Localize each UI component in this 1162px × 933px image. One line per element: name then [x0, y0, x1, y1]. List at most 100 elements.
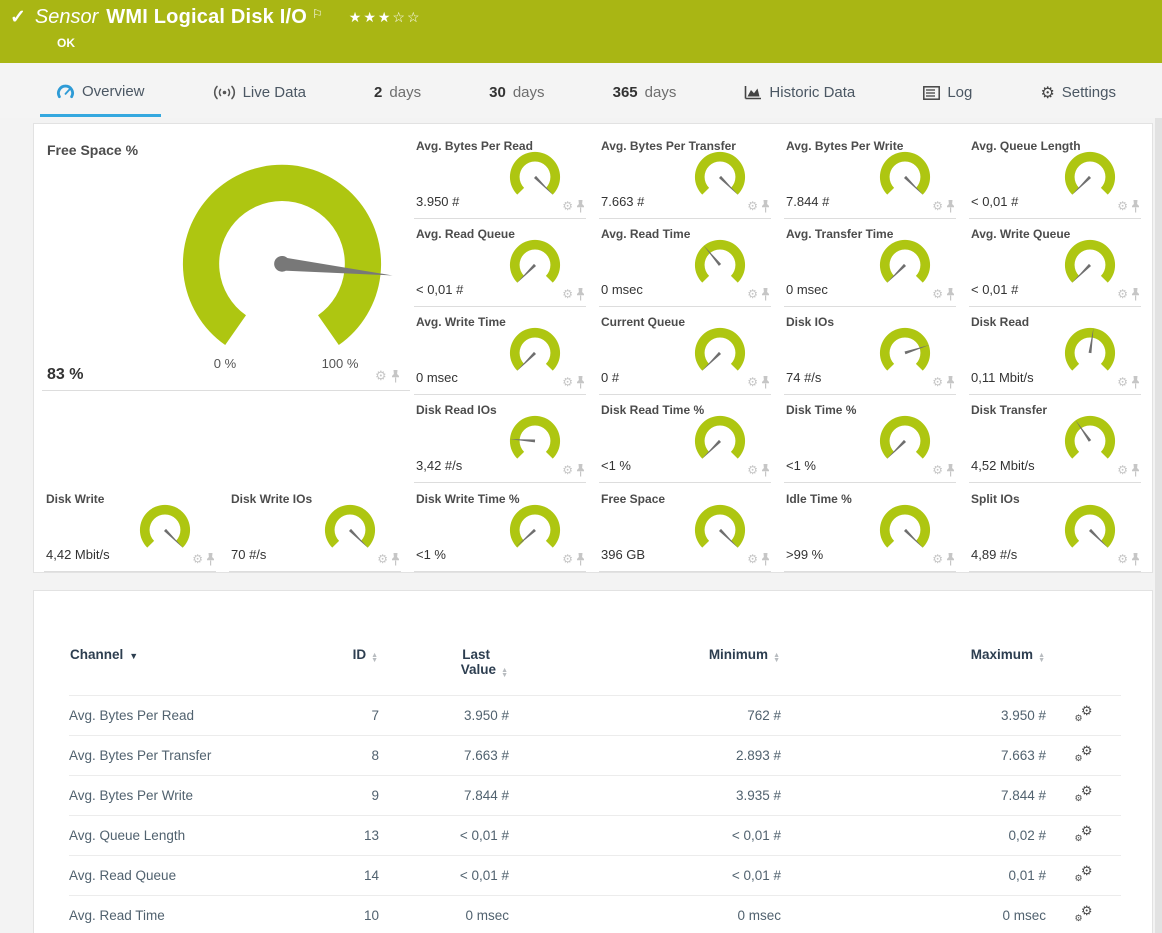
gauge-settings-gear-icon[interactable]: ⚙	[1117, 463, 1128, 477]
gauge-pin-icon[interactable]	[1131, 199, 1140, 213]
tab-log[interactable]: Log	[907, 69, 988, 117]
gauge-value: 7.663 #	[601, 194, 645, 209]
gauge-pin-icon[interactable]	[206, 552, 215, 566]
gauge-card[interactable]: Disk Write Time % <1 % ⚙	[414, 492, 586, 572]
gauge-settings-gear-icon[interactable]: ⚙	[375, 368, 387, 383]
vertical-scrollbar[interactable]	[1155, 118, 1162, 933]
gauge-settings-gear-icon[interactable]: ⚙	[932, 463, 943, 477]
gauge-pin-icon[interactable]	[1131, 287, 1140, 301]
gauge-pin-icon[interactable]	[576, 287, 585, 301]
gauge-pin-icon[interactable]	[946, 287, 955, 301]
gauge-settings-gear-icon[interactable]: ⚙	[747, 199, 758, 213]
gauge-settings-gear-icon[interactable]: ⚙	[1117, 287, 1128, 301]
gauge-pin-icon[interactable]	[761, 463, 770, 477]
gauge-pin-icon[interactable]	[1131, 552, 1140, 566]
gauge-card[interactable]: Idle Time % >99 % ⚙	[784, 492, 956, 572]
channel-settings-gears-icon[interactable]: ⚙ ⚙	[1074, 902, 1093, 923]
gauge-settings-gear-icon[interactable]: ⚙	[747, 463, 758, 477]
column-header-minimum[interactable]: Minimum ▲ ▼	[509, 631, 781, 695]
gauge-settings-gear-icon[interactable]: ⚙	[747, 287, 758, 301]
tab-365-days[interactable]: 365 days	[597, 69, 693, 117]
channel-name-link[interactable]: Avg. Bytes Per Write	[69, 787, 194, 803]
channel-settings-gears-icon[interactable]: ⚙ ⚙	[1074, 862, 1093, 883]
gauge-card[interactable]: Avg. Write Time 0 msec ⚙	[414, 315, 586, 395]
column-header-id[interactable]: ID ▲ ▼	[319, 631, 379, 695]
gauge-pin-icon[interactable]	[576, 463, 585, 477]
channel-name-link[interactable]: Avg. Bytes Per Read	[69, 707, 195, 723]
tab-30-days[interactable]: 30 days	[473, 69, 560, 117]
channel-settings-gears-icon[interactable]: ⚙ ⚙	[1074, 742, 1093, 763]
gauge-pin-icon[interactable]	[946, 375, 955, 389]
gauge-card[interactable]: Avg. Queue Length < 0,01 # ⚙	[969, 139, 1141, 219]
gauge-settings-gear-icon[interactable]: ⚙	[562, 199, 573, 213]
gauge-settings-gear-icon[interactable]: ⚙	[932, 287, 943, 301]
gauge-needle	[516, 263, 537, 283]
gauge-pin-icon[interactable]	[761, 287, 770, 301]
gauge-settings-gear-icon[interactable]: ⚙	[562, 375, 573, 389]
gauge-settings-gear-icon[interactable]: ⚙	[562, 287, 573, 301]
gauge-pin-icon[interactable]	[761, 199, 770, 213]
gauge-card[interactable]: Avg. Bytes Per Read 3.950 # ⚙	[414, 139, 586, 219]
channel-name-link[interactable]: Avg. Queue Length	[69, 827, 186, 843]
gauge-settings-gear-icon[interactable]: ⚙	[1117, 375, 1128, 389]
gauge-pin-icon[interactable]	[391, 552, 400, 566]
gauge-pin-icon[interactable]	[391, 369, 400, 383]
tab-historic-data[interactable]: Historic Data	[728, 69, 871, 117]
gauge-needle	[904, 345, 930, 355]
channel-name-link[interactable]: Avg. Read Time	[69, 907, 165, 923]
gauge-settings-gear-icon[interactable]: ⚙	[1117, 552, 1128, 566]
gauge-pin-icon[interactable]	[576, 375, 585, 389]
gauge-pin-icon[interactable]	[946, 552, 955, 566]
gauge-settings-gear-icon[interactable]: ⚙	[932, 375, 943, 389]
channel-settings-gears-icon[interactable]: ⚙ ⚙	[1074, 702, 1093, 723]
gauge-card[interactable]: Current Queue 0 # ⚙	[599, 315, 771, 395]
gauge-card[interactable]: Disk Read 0,11 Mbit/s ⚙	[969, 315, 1141, 395]
tab-settings[interactable]: ⚙ Settings	[1024, 69, 1132, 117]
column-header-channel[interactable]: Channel ▼	[69, 631, 319, 695]
gauge-card[interactable]: Avg. Write Queue < 0,01 # ⚙	[969, 227, 1141, 307]
gauge-settings-gear-icon[interactable]: ⚙	[1117, 199, 1128, 213]
column-header-last-value[interactable]: Last Value ▲ ▼	[379, 631, 509, 695]
gauge-pin-icon[interactable]	[761, 375, 770, 389]
gauge-card[interactable]: Free Space 396 GB ⚙	[599, 492, 771, 572]
gauge-card[interactable]: Disk Write 4,42 Mbit/s ⚙	[44, 492, 216, 572]
priority-stars[interactable]: ★★★☆☆	[348, 9, 422, 25]
gauge-card[interactable]: Disk Time % <1 % ⚙	[784, 403, 956, 483]
channel-settings-gears-icon[interactable]: ⚙ ⚙	[1074, 782, 1093, 803]
gauge-card[interactable]: Disk Write IOs 70 #/s ⚙	[229, 492, 401, 572]
gauge-settings-gear-icon[interactable]: ⚙	[747, 552, 758, 566]
gauge-card[interactable]: Avg. Bytes Per Transfer 7.663 # ⚙	[599, 139, 771, 219]
gauge-card[interactable]: Avg. Read Time 0 msec ⚙	[599, 227, 771, 307]
gauge-card[interactable]: Disk IOs 74 #/s ⚙	[784, 315, 956, 395]
gauge-settings-gear-icon[interactable]: ⚙	[932, 552, 943, 566]
tab-2-days[interactable]: 2 days	[358, 69, 437, 117]
gauge-settings-gear-icon[interactable]: ⚙	[747, 375, 758, 389]
column-header-maximum[interactable]: Maximum ▲ ▼	[781, 631, 1046, 695]
gauge-card[interactable]: Disk Read Time % <1 % ⚙	[599, 403, 771, 483]
gauge-card[interactable]: Split IOs 4,89 #/s ⚙	[969, 492, 1141, 572]
gauge-card[interactable]: Avg. Transfer Time 0 msec ⚙	[784, 227, 956, 307]
gauge-settings-gear-icon[interactable]: ⚙	[562, 552, 573, 566]
gauge-pin-icon[interactable]	[576, 199, 585, 213]
gauge-settings-gear-icon[interactable]: ⚙	[377, 552, 388, 566]
gauge-pin-icon[interactable]	[576, 552, 585, 566]
gauge-pin-icon[interactable]	[946, 463, 955, 477]
favorite-flag-icon[interactable]: ⚐	[312, 7, 323, 21]
tab-overview[interactable]: Overview	[40, 69, 161, 117]
gauge-card[interactable]: Disk Transfer 4,52 Mbit/s ⚙	[969, 403, 1141, 483]
gauge-settings-gear-icon[interactable]: ⚙	[932, 199, 943, 213]
gauge-pin-icon[interactable]	[1131, 463, 1140, 477]
gauge-card[interactable]: Avg. Read Queue < 0,01 # ⚙	[414, 227, 586, 307]
gauge-settings-gear-icon[interactable]: ⚙	[562, 463, 573, 477]
gauge-pin-icon[interactable]	[1131, 375, 1140, 389]
channel-settings-gears-icon[interactable]: ⚙ ⚙	[1074, 822, 1093, 843]
gauge-needle	[1088, 528, 1109, 548]
gauge-card[interactable]: Disk Read IOs 3,42 #/s ⚙	[414, 403, 586, 483]
gauge-settings-gear-icon[interactable]: ⚙	[192, 552, 203, 566]
gauge-pin-icon[interactable]	[761, 552, 770, 566]
gauge-pin-icon[interactable]	[946, 199, 955, 213]
tab-live-data[interactable]: Live Data	[197, 69, 322, 117]
channel-name-link[interactable]: Avg. Read Queue	[69, 867, 177, 883]
channel-name-link[interactable]: Avg. Bytes Per Transfer	[69, 747, 212, 763]
gauge-card[interactable]: Avg. Bytes Per Write 7.844 # ⚙	[784, 139, 956, 219]
